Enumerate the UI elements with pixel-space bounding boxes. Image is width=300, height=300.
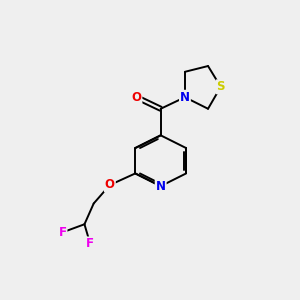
Text: F: F	[86, 237, 94, 250]
Text: F: F	[58, 226, 67, 239]
Text: O: O	[131, 91, 141, 104]
Text: O: O	[105, 178, 115, 191]
Text: S: S	[217, 80, 225, 93]
Text: N: N	[156, 180, 166, 193]
Text: N: N	[180, 91, 190, 104]
